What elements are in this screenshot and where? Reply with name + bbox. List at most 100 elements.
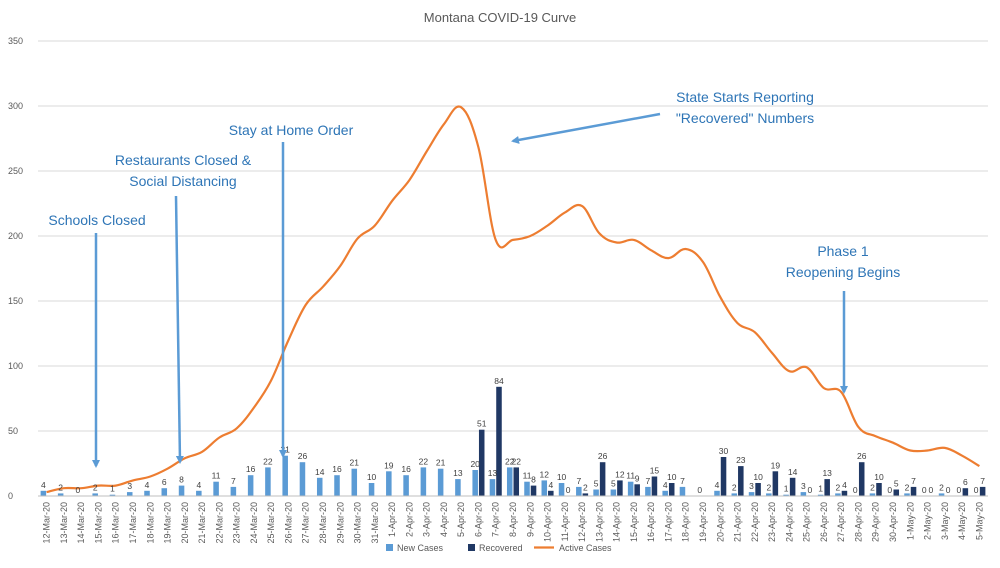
new-cases-bar bbox=[92, 493, 98, 496]
recovered-data-label: 15 bbox=[650, 466, 660, 476]
x-tick-label: 2-May-20 bbox=[923, 502, 933, 540]
recovered-data-label: 8 bbox=[531, 475, 536, 485]
new-cases-bar bbox=[265, 467, 271, 496]
recovered-bar bbox=[755, 483, 761, 496]
recovered-bar bbox=[893, 489, 900, 496]
y-tick-label: 350 bbox=[8, 36, 23, 46]
x-tick-label: 3-May-20 bbox=[940, 502, 950, 540]
x-tick-label: 21-Apr-20 bbox=[733, 502, 743, 542]
annotation-text: Restaurants Closed & bbox=[115, 152, 252, 168]
recovered-bar bbox=[841, 490, 848, 496]
new-cases-data-label: 5 bbox=[594, 479, 599, 489]
annotation-text: State Starts Reporting bbox=[676, 89, 814, 105]
new-cases-data-label: 11 bbox=[212, 471, 221, 481]
new-cases-bar bbox=[904, 493, 910, 496]
new-cases-bar bbox=[835, 493, 841, 496]
legend-swatch-new-cases bbox=[386, 544, 393, 551]
recovered-bar bbox=[634, 484, 640, 496]
recovered-data-label: 4 bbox=[548, 480, 553, 490]
annotation-text: Phase 1 bbox=[817, 243, 869, 259]
new-cases-data-label: 22 bbox=[505, 456, 515, 466]
new-cases-data-label: 2 bbox=[836, 482, 841, 492]
new-cases-bar bbox=[455, 479, 461, 496]
recovered-data-label: 30 bbox=[719, 446, 729, 456]
recovered-bar bbox=[668, 483, 675, 496]
new-cases-data-label: 1 bbox=[110, 484, 115, 494]
recovered-data-label: 0 bbox=[566, 485, 571, 495]
new-cases-bar bbox=[247, 475, 254, 496]
y-tick-label: 150 bbox=[8, 296, 23, 306]
new-cases-bar bbox=[748, 492, 755, 496]
x-tick-label: 24-Mar-20 bbox=[249, 502, 259, 544]
new-cases-data-label: 12 bbox=[540, 469, 550, 479]
recovered-data-label: 22 bbox=[512, 456, 522, 466]
new-cases-data-label: 11 bbox=[523, 471, 532, 481]
annotation-text: Social Distancing bbox=[129, 173, 236, 189]
new-cases-data-label: 1 bbox=[784, 484, 789, 494]
recovered-bar bbox=[858, 462, 865, 496]
new-cases-bar bbox=[783, 494, 789, 496]
x-tick-label: 22-Mar-20 bbox=[214, 502, 224, 544]
x-tick-label: 15-Apr-20 bbox=[629, 502, 639, 542]
y-tick-label: 50 bbox=[8, 426, 18, 436]
x-tick-label: 23-Apr-20 bbox=[767, 502, 777, 542]
new-cases-bar bbox=[524, 481, 530, 496]
x-tick-label: 28-Apr-20 bbox=[853, 502, 863, 542]
annotation-arrow bbox=[174, 195, 184, 464]
x-axis: 12-Mar-20 13-Mar-20 14-Mar-20 15-Mar-20 16-M… bbox=[38, 495, 988, 544]
new-cases-bar bbox=[178, 485, 185, 496]
x-tick-label: 25-Mar-20 bbox=[266, 502, 276, 544]
annotation-text: Schools Closed bbox=[48, 212, 145, 228]
new-cases-data-label: 0 bbox=[697, 485, 702, 495]
new-cases-bar bbox=[299, 462, 306, 496]
recovered-data-label: 9 bbox=[635, 473, 640, 483]
new-cases-bar bbox=[593, 489, 599, 496]
x-tick-label: 26-Mar-20 bbox=[283, 502, 293, 544]
recovered-bar bbox=[789, 477, 796, 496]
new-cases-bar bbox=[126, 492, 133, 496]
new-cases-data-label: 26 bbox=[298, 451, 308, 461]
new-cases-bar bbox=[109, 494, 116, 496]
x-tick-label: 17-Mar-20 bbox=[128, 502, 138, 544]
new-cases-bar bbox=[610, 489, 617, 496]
x-tick-label: 29-Apr-20 bbox=[871, 502, 881, 542]
new-cases-bar bbox=[57, 493, 64, 496]
legend: New Cases Recovered Active Cases bbox=[386, 543, 612, 553]
x-tick-label: 21-Mar-20 bbox=[197, 502, 207, 544]
active-cases-line bbox=[46, 105, 980, 494]
new-cases-data-label: 13 bbox=[453, 468, 463, 478]
new-cases-bar bbox=[316, 477, 323, 496]
recovered-data-label: 0 bbox=[928, 485, 933, 495]
recovered-bar bbox=[599, 462, 606, 496]
recovered-data-label: 51 bbox=[477, 419, 487, 429]
x-tick-label: 14-Apr-20 bbox=[612, 502, 622, 542]
y-tick-label: 200 bbox=[8, 231, 23, 241]
x-tick-label: 29-Mar-20 bbox=[335, 502, 345, 544]
new-cases-data-label: 3 bbox=[749, 481, 754, 491]
annotation-text: Stay at Home Order bbox=[229, 122, 354, 138]
x-tick-label: 1-Apr-20 bbox=[387, 502, 397, 537]
recovered-data-label: 26 bbox=[857, 451, 867, 461]
recovered-data-label: 23 bbox=[736, 455, 746, 465]
x-tick-label: 13-Apr-20 bbox=[594, 502, 604, 542]
new-cases-bar bbox=[489, 479, 496, 496]
x-tick-label: 3-Apr-20 bbox=[422, 502, 432, 537]
new-cases-bar bbox=[558, 483, 565, 496]
new-cases-data-label: 4 bbox=[145, 480, 150, 490]
recovered-bar bbox=[910, 486, 917, 496]
recovered-bar bbox=[582, 493, 589, 496]
x-tick-label: 18-Mar-20 bbox=[145, 502, 155, 544]
new-cases-data-label: 3 bbox=[801, 481, 806, 491]
new-cases-data-label: 4 bbox=[41, 480, 46, 490]
new-cases-bar bbox=[351, 468, 358, 496]
recovered-data-label: 10 bbox=[874, 472, 884, 482]
new-cases-data-label: 2 bbox=[870, 482, 875, 492]
new-cases-bar bbox=[662, 490, 668, 496]
new-cases-data-label: 7 bbox=[576, 476, 581, 486]
new-cases-bar bbox=[161, 488, 168, 496]
x-tick-label: 18-Apr-20 bbox=[681, 502, 691, 542]
new-cases-data-label: 0 bbox=[956, 485, 961, 495]
new-cases-data-label: 7 bbox=[646, 476, 651, 486]
